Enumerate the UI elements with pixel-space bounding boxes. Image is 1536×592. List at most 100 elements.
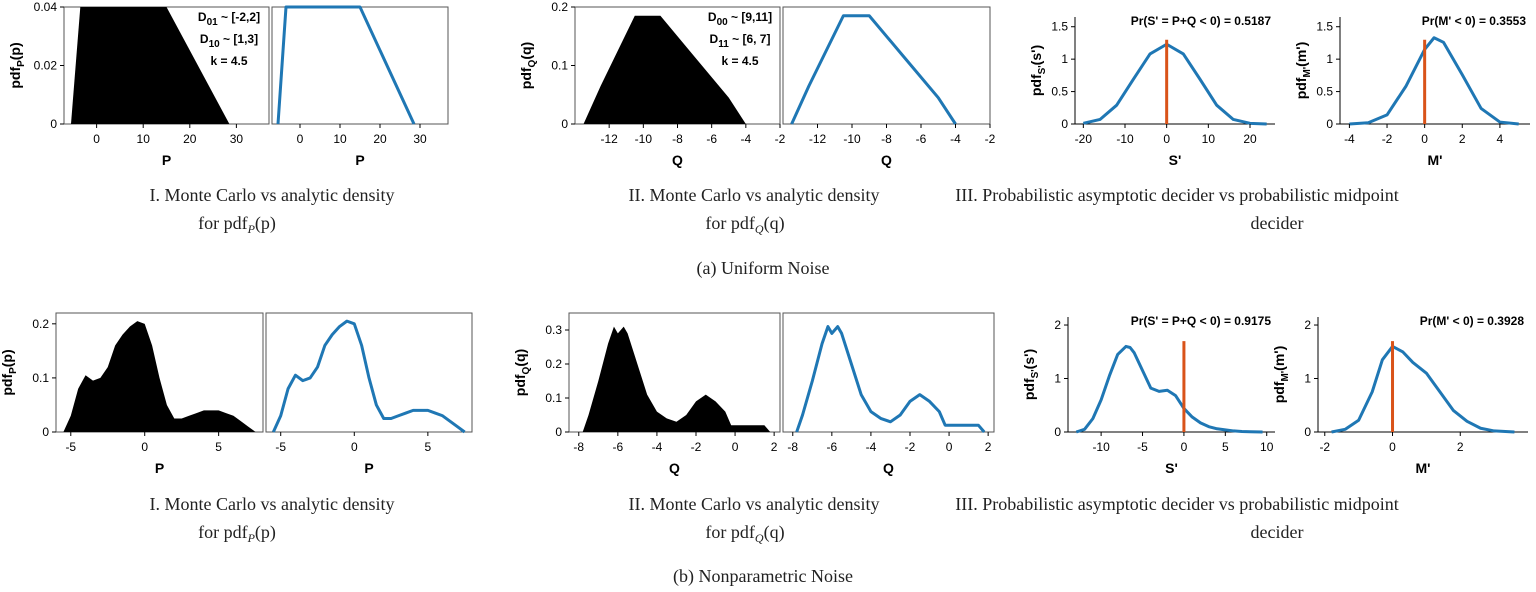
y-axis-label: pdfP(p) bbox=[0, 349, 19, 395]
x-tick-label: -4 bbox=[740, 132, 751, 146]
x-tick-label: 0 bbox=[1421, 132, 1428, 146]
caption-a-p-line2: for pdfP(p) bbox=[198, 213, 276, 236]
y-tick-label: 0.04 bbox=[34, 0, 58, 14]
x-tick-label: -4 bbox=[866, 440, 877, 454]
plot-frame bbox=[265, 312, 473, 433]
y-tick-label: 1.5 bbox=[1051, 20, 1068, 34]
x-tick-label: -6 bbox=[706, 132, 717, 146]
x-tick-label: 0 bbox=[93, 132, 100, 146]
y-axis-label: pdfS'(s') bbox=[1021, 349, 1041, 400]
y-tick-label: 0 bbox=[1304, 425, 1311, 439]
x-tick-label: -5 bbox=[65, 440, 76, 454]
caption-a-p-line1: I. Monte Carlo vs analytic density bbox=[150, 185, 395, 205]
caption-b-p-sub: P bbox=[247, 531, 256, 545]
x-tick-label: -5 bbox=[275, 440, 286, 454]
x-axis-label: M' bbox=[1428, 152, 1443, 168]
y-label-arg: (p) bbox=[7, 42, 23, 60]
density-curve bbox=[1082, 42, 1267, 126]
caption-b-p-line1: I. Monte Carlo vs analytic density bbox=[150, 494, 395, 514]
chart-b-p-an: -5 0 5 P bbox=[265, 312, 473, 476]
plot-frame bbox=[271, 6, 449, 125]
x-tick-label: -2 bbox=[775, 132, 786, 146]
x-tick-label: 5 bbox=[215, 440, 222, 454]
probability-annotation: Pr(S' = P+Q < 0) = 0.5187 bbox=[1131, 14, 1272, 28]
x-tick-label: 20 bbox=[1243, 132, 1257, 146]
x-tick-label: 20 bbox=[373, 132, 387, 146]
plot-frame bbox=[782, 6, 991, 125]
x-tick-label: 2 bbox=[771, 440, 778, 454]
x-tick-label: 0 bbox=[732, 440, 739, 454]
y-label-sub: Q bbox=[527, 59, 538, 67]
x-axis-label: M' bbox=[1416, 460, 1431, 476]
parameter-annotation: k = 4.5 bbox=[721, 54, 758, 68]
x-tick-label: 0 bbox=[946, 440, 953, 454]
x-tick-label: -12 bbox=[809, 132, 827, 146]
caption-b-d-line1: III. Probabilistic asymptotic decider vs… bbox=[955, 494, 1398, 514]
y-tick-label: 0 bbox=[50, 117, 57, 131]
x-tick-label: -6 bbox=[916, 132, 927, 146]
x-axis-label: P bbox=[162, 152, 171, 168]
x-axis-label: S' bbox=[1169, 152, 1182, 168]
density-curve bbox=[276, 5, 416, 125]
caption-b-p-pdf: for pdf bbox=[198, 522, 247, 542]
y-tick-label: 0.1 bbox=[551, 59, 568, 73]
x-tick-label: 4 bbox=[1497, 132, 1504, 146]
x-tick-label: 30 bbox=[413, 132, 427, 146]
x-tick-label: -4 bbox=[1344, 132, 1355, 146]
chart-a-p-an: 0 10 20 30 P bbox=[271, 5, 449, 168]
x-tick-label: 20 bbox=[183, 132, 197, 146]
y-label-sub: S' bbox=[1030, 369, 1041, 378]
x-tick-label: -2 bbox=[1382, 132, 1393, 146]
x-tick-label: -10 bbox=[1116, 132, 1134, 146]
x-tick-label: 10 bbox=[1202, 132, 1216, 146]
caption-b-q-pdf: for pdf bbox=[705, 522, 754, 542]
x-tick-label: 2 bbox=[985, 440, 992, 454]
y-tick-label: 2 bbox=[1304, 318, 1311, 332]
x-tick-label: 0 bbox=[141, 440, 148, 454]
caption-a-q-line1: II. Monte Carlo vs analytic density bbox=[629, 185, 880, 205]
parameter-annotation: D00 ~ [9,11] bbox=[708, 10, 772, 28]
caption-a-p-pdf: for pdf bbox=[198, 213, 247, 233]
y-axis-label: pdfS'(s') bbox=[1028, 45, 1048, 96]
x-tick-label: 0 bbox=[1389, 440, 1396, 454]
x-axis-label: Q bbox=[669, 460, 680, 476]
density-curve bbox=[1331, 344, 1515, 434]
x-tick-label: -6 bbox=[613, 440, 624, 454]
caption-a-q-arg: (q) bbox=[764, 213, 785, 234]
y-label-arg: (s') bbox=[1028, 45, 1044, 65]
y-label-arg: (s') bbox=[1021, 349, 1037, 369]
y-label-sub: P bbox=[16, 60, 27, 67]
caption-b-q-line2: for pdfQ(q) bbox=[705, 522, 784, 545]
x-tick-label: -10 bbox=[843, 132, 861, 146]
y-label-sub: S' bbox=[1037, 65, 1048, 74]
x-tick-label: 10 bbox=[1260, 440, 1274, 454]
y-label-main: pdf bbox=[518, 67, 534, 89]
x-tick-label: 5 bbox=[425, 440, 432, 454]
x-tick-label: 10 bbox=[137, 132, 151, 146]
y-axis-label: pdfP(p) bbox=[7, 42, 27, 88]
density-curve bbox=[795, 325, 986, 433]
y-label-main: pdf bbox=[1271, 381, 1287, 403]
x-tick-label: -2 bbox=[985, 132, 996, 146]
x-tick-label: 30 bbox=[230, 132, 244, 146]
y-tick-label: 1 bbox=[1054, 372, 1061, 386]
caption-a-q-line2: for pdfQ(q) bbox=[705, 213, 784, 236]
x-tick-label: 5 bbox=[1222, 440, 1229, 454]
y-tick-label: 1 bbox=[1061, 52, 1068, 66]
y-tick-label: 0.5 bbox=[1316, 85, 1333, 99]
parameter-annotation: D11 ~ [6, 7] bbox=[710, 32, 771, 50]
y-tick-label: 0.5 bbox=[1051, 85, 1068, 99]
caption-b-q-line1: II. Monte Carlo vs analytic density bbox=[629, 494, 880, 514]
y-axis-label: pdfM'(m') bbox=[1293, 42, 1313, 100]
y-label-main: pdf bbox=[1028, 74, 1044, 96]
x-tick-label: -10 bbox=[635, 132, 653, 146]
y-tick-label: 0.3 bbox=[545, 323, 562, 337]
y-tick-label: 0.02 bbox=[34, 59, 58, 73]
x-axis-label: Q bbox=[881, 152, 892, 168]
x-tick-label: -20 bbox=[1075, 132, 1093, 146]
